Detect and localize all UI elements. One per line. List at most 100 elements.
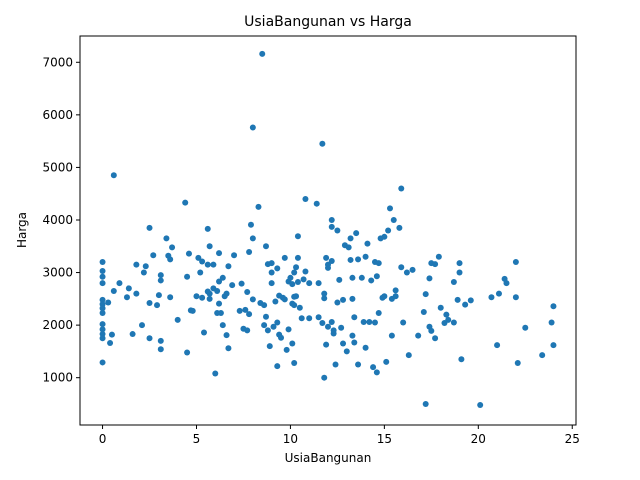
data-point xyxy=(157,272,164,279)
data-point xyxy=(383,358,390,365)
data-point xyxy=(495,290,502,297)
data-point xyxy=(133,261,140,268)
y-tick-label: 4000 xyxy=(42,213,73,227)
data-point xyxy=(548,319,555,326)
data-point xyxy=(349,332,356,339)
data-point xyxy=(450,279,457,286)
y-tick-label: 2000 xyxy=(42,318,73,332)
data-point xyxy=(261,322,268,329)
data-point xyxy=(244,289,251,295)
data-point xyxy=(214,287,221,294)
data-point xyxy=(223,332,230,339)
data-point xyxy=(503,280,510,287)
data-point xyxy=(274,319,281,326)
data-point xyxy=(204,261,211,268)
y-tick-label: 3000 xyxy=(42,266,73,280)
data-point xyxy=(99,259,106,266)
data-point xyxy=(375,260,382,267)
data-point xyxy=(351,314,358,321)
data-point xyxy=(494,342,501,349)
data-point xyxy=(150,252,157,259)
data-point xyxy=(266,343,273,350)
data-point xyxy=(349,295,356,302)
data-point xyxy=(396,224,403,231)
data-point xyxy=(432,335,439,342)
y-tick-label: 7000 xyxy=(42,55,73,69)
data-point xyxy=(443,311,450,318)
data-point xyxy=(373,273,380,280)
x-axis: 0 5 10 15 20 25 xyxy=(99,425,580,446)
data-point xyxy=(328,318,335,325)
data-point xyxy=(285,326,292,333)
data-point xyxy=(467,297,474,304)
data-point xyxy=(123,294,130,301)
data-point xyxy=(362,253,369,260)
data-point xyxy=(375,310,382,317)
data-point xyxy=(349,274,356,281)
data-point xyxy=(334,299,341,306)
data-point xyxy=(249,235,256,242)
data-point xyxy=(268,260,275,267)
y-axis-label: Harga xyxy=(15,212,29,248)
data-point xyxy=(328,216,335,223)
data-point xyxy=(206,243,213,250)
data-point xyxy=(351,339,358,346)
data-point xyxy=(343,348,350,355)
data-point xyxy=(291,269,298,276)
data-point xyxy=(174,316,181,323)
data-point xyxy=(403,269,410,276)
data-point xyxy=(381,293,388,300)
data-point xyxy=(328,223,335,230)
data-point xyxy=(217,310,224,317)
data-point xyxy=(146,300,153,307)
data-point xyxy=(398,185,405,192)
x-tick-label: 25 xyxy=(565,432,580,446)
data-point xyxy=(420,308,427,315)
data-point xyxy=(392,287,399,294)
y-tick-label: 5000 xyxy=(42,160,73,174)
data-point xyxy=(332,361,339,368)
data-point xyxy=(437,304,444,311)
data-point xyxy=(263,243,269,250)
data-point xyxy=(146,335,153,342)
data-point xyxy=(107,339,114,346)
data-point xyxy=(99,305,106,312)
data-point xyxy=(323,254,330,261)
data-point xyxy=(99,359,106,366)
chart-title: UsiaBangunan vs Harga xyxy=(244,14,412,30)
data-point xyxy=(99,296,106,303)
data-point xyxy=(450,319,457,326)
data-point xyxy=(249,124,256,131)
data-point xyxy=(219,274,226,281)
data-point xyxy=(371,319,378,326)
data-point xyxy=(294,254,301,261)
data-point xyxy=(355,256,362,263)
data-point xyxy=(110,287,117,294)
data-point xyxy=(422,400,429,407)
data-point xyxy=(99,331,106,338)
data-point xyxy=(204,225,211,232)
data-point xyxy=(125,285,132,292)
data-point xyxy=(370,364,377,371)
data-point xyxy=(428,327,435,334)
data-point xyxy=(387,205,393,212)
data-point xyxy=(325,323,331,330)
data-point xyxy=(281,296,288,303)
data-point xyxy=(315,314,322,321)
data-point xyxy=(405,352,412,359)
data-point xyxy=(189,307,196,314)
data-point xyxy=(264,327,271,334)
data-point xyxy=(206,295,213,302)
data-point xyxy=(140,269,147,276)
data-point xyxy=(338,324,345,331)
data-point xyxy=(182,199,189,206)
data-point xyxy=(550,303,557,310)
data-point xyxy=(274,363,281,370)
data-point xyxy=(409,266,416,273)
data-point xyxy=(255,203,262,210)
data-point xyxy=(456,260,463,267)
data-point xyxy=(229,282,236,289)
data-point xyxy=(268,280,275,287)
plot-frame xyxy=(79,35,577,426)
data-points xyxy=(99,50,557,409)
